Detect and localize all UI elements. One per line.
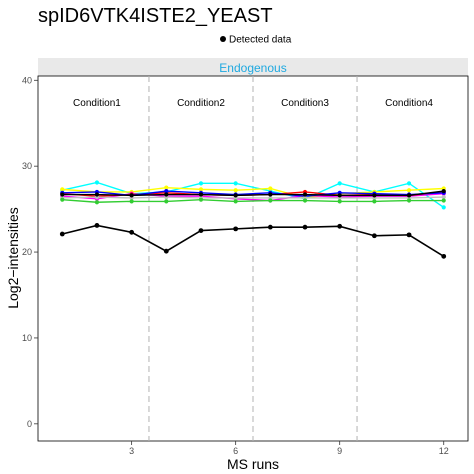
y-tick-label: 0 [27, 419, 32, 429]
data-point [406, 198, 412, 203]
data-point [164, 192, 169, 197]
series-line [62, 186, 444, 199]
data-point [406, 232, 412, 238]
data-point [94, 192, 100, 197]
data-point [233, 181, 238, 186]
y-tick-label: 10 [22, 333, 32, 343]
data-point [337, 181, 342, 186]
y-tick-label: 30 [22, 161, 32, 171]
condition-labels: Condition1 Condition2 Condition3 Condition4 [73, 98, 433, 109]
condition-label: Condition2 [177, 98, 225, 109]
data-point [337, 223, 343, 229]
data-point [302, 224, 308, 230]
data-point [302, 192, 308, 197]
data-point [233, 193, 238, 198]
data-point [94, 223, 100, 228]
data-point [406, 188, 412, 193]
data-point [198, 187, 204, 192]
legend: Detected data [220, 35, 292, 46]
series-line [62, 198, 444, 203]
series-line [62, 224, 445, 258]
data-point [60, 197, 65, 202]
data-point [198, 181, 204, 186]
data-point [372, 193, 377, 198]
data-point [441, 194, 446, 200]
data-point [441, 198, 446, 203]
data-point [164, 185, 169, 190]
data-point [198, 197, 204, 202]
panel-strip [38, 58, 468, 76]
condition-label: Condition4 [385, 98, 433, 109]
legend-marker [220, 36, 226, 42]
chart-title: spID6VTK4ISTE2_YEAST [38, 5, 273, 27]
x-axis: 3 6 9 12 [129, 441, 449, 456]
x-tick-label: 12 [439, 446, 449, 456]
data-point [129, 229, 135, 235]
data-point [233, 226, 239, 232]
data-point [268, 186, 273, 191]
series-layer [59, 180, 447, 259]
y-axis: 0 10 20 30 40 [22, 75, 38, 429]
data-point [164, 188, 169, 194]
summary-series [59, 223, 447, 259]
x-tick-label: 6 [233, 446, 238, 456]
data-point [268, 198, 273, 203]
data-point [441, 205, 446, 210]
data-point [371, 233, 377, 239]
data-point [268, 192, 273, 197]
legend-label: Detected data [229, 35, 292, 46]
data-point [164, 199, 169, 204]
data-point [94, 200, 100, 205]
panel-strip-label: Endogenous [219, 61, 286, 75]
condition-label: Condition1 [73, 98, 121, 109]
data-point [163, 248, 169, 254]
x-tick-label: 9 [337, 446, 342, 456]
data-point [406, 181, 412, 186]
y-tick-label: 20 [22, 247, 32, 257]
x-tick-label: 3 [129, 446, 134, 456]
x-axis-title: MS runs [227, 456, 279, 472]
data-point [60, 192, 65, 197]
data-point [337, 199, 342, 204]
data-point [372, 199, 377, 204]
series-line [62, 190, 444, 197]
y-axis-title: Log2−intensities [5, 207, 21, 309]
series-line [62, 196, 444, 199]
data-point [129, 193, 134, 198]
data-point [406, 193, 412, 198]
data-point [60, 187, 65, 192]
data-point [59, 231, 65, 237]
data-point [94, 180, 100, 185]
data-point [233, 188, 238, 193]
data-point [302, 198, 308, 203]
condition-label: Condition3 [281, 98, 329, 109]
data-point [233, 199, 238, 204]
data-point [441, 188, 446, 194]
feature-series [60, 197, 446, 205]
y-tick-label: 40 [22, 75, 32, 85]
condition-separators [148, 76, 358, 441]
feature-series [60, 188, 446, 198]
data-point [198, 228, 204, 233]
data-point [267, 224, 273, 230]
data-point [441, 253, 447, 259]
data-point [337, 193, 342, 198]
data-point [129, 199, 134, 204]
data-point [198, 192, 204, 197]
